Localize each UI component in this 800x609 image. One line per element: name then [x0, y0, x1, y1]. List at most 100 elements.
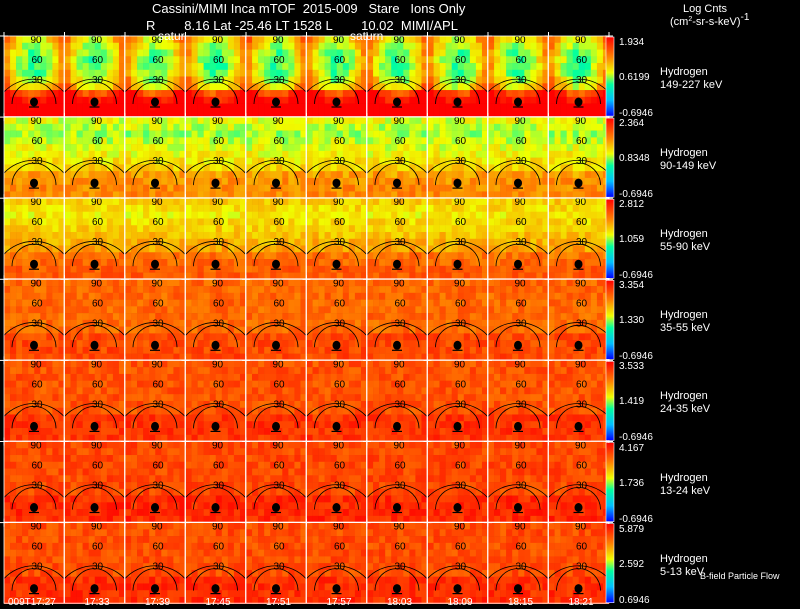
plot-title: Cassini/MIMI Inca mTOF 2015-009 Stare Io… [152, 1, 466, 16]
colorbar-mid-value: 1.419 [619, 396, 645, 408]
units-title: Log Cnts [683, 3, 728, 15]
saturn-icon [514, 421, 522, 431]
angle-label: 90 [30, 522, 42, 533]
saturn-icon [514, 178, 522, 188]
ena-image-cell: 90 60 30 [245, 197, 307, 280]
saturn-icon [574, 259, 583, 269]
angle-label: 60 [455, 55, 467, 66]
angle-label: 30 [515, 75, 527, 86]
saturn-icon [272, 584, 280, 594]
angle-label: 30 [152, 156, 164, 167]
saturn-icon [332, 259, 341, 269]
angle-label: 90 [575, 35, 587, 46]
angle-label: 90 [333, 278, 345, 289]
angle-label: 60 [273, 298, 285, 309]
angle-label: 30 [31, 562, 43, 573]
angle-label: 90 [30, 197, 42, 208]
angle-label: 90 [514, 278, 526, 289]
ena-image-cell: 90 60 30 [548, 522, 610, 605]
colorbar-min-value: 0.6946 [619, 594, 650, 606]
units-label: (cm2-sr-s-keV)-1 [670, 12, 750, 28]
species-name: Hydrogen [660, 147, 708, 160]
saturn-icon [574, 340, 583, 350]
ena-image-cell: 90 60 30 [245, 522, 307, 605]
saturn-marker-label-2: saturn [350, 29, 384, 43]
saturn-icon [272, 340, 280, 350]
angle-label: 60 [576, 542, 588, 553]
saturn-icon [211, 97, 220, 107]
colorbar-max-value: 1.934 [619, 37, 645, 48]
species-name: Hydrogen [660, 66, 708, 78]
time-tick-label: 18:09 [447, 597, 473, 608]
saturn-icon [90, 584, 99, 594]
angle-label: 30 [152, 562, 164, 573]
ena-image-cell: 90 60 30 [487, 116, 549, 199]
angle-label: 60 [213, 217, 225, 228]
angle-label: 90 [575, 441, 587, 452]
angle-label: 60 [213, 55, 225, 66]
angle-label: 90 [91, 441, 103, 452]
saturn-icon [90, 340, 99, 350]
ena-image-cell: 90 60 30 [3, 116, 65, 199]
angle-label: 60 [213, 379, 225, 390]
saturn-icon [90, 421, 99, 431]
colorbar-mid-value: 1.736 [619, 477, 645, 489]
channel-label: Hydrogen 149-227 keV [660, 66, 722, 92]
angle-label: 90 [393, 278, 405, 289]
angle-label: 90 [91, 197, 103, 208]
angle-label: 30 [31, 75, 43, 86]
angle-label: 30 [92, 399, 104, 410]
ena-image-cell: 90 60 30 [427, 35, 489, 118]
angle-label: 60 [455, 298, 467, 309]
angle-label: 30 [213, 399, 225, 410]
angle-label: 60 [515, 55, 527, 66]
angle-label: 60 [334, 136, 346, 147]
angle-label: 30 [334, 75, 346, 86]
ena-image-cell: 90 60 30 [185, 35, 247, 118]
angle-label: 60 [213, 542, 225, 553]
energy-range: 55-90 keV [660, 241, 711, 254]
angle-label: 90 [272, 278, 284, 289]
saturn-icon [211, 178, 220, 188]
ena-image-cell: 90 60 30 [245, 441, 307, 523]
ena-image-cell: 90 60 30 [306, 359, 368, 442]
angle-label: 90 [212, 359, 224, 370]
angle-label: 90 [575, 359, 587, 370]
saturn-icon [90, 97, 99, 107]
angle-label: 60 [152, 461, 164, 472]
angle-label: 90 [454, 522, 466, 533]
angle-label: 90 [151, 278, 163, 289]
ena-image-cell: 90 60 30 [487, 441, 549, 523]
saturn-icon [514, 97, 522, 107]
angle-label: 60 [92, 298, 104, 309]
angle-label: 30 [152, 481, 164, 492]
colorbar-min-value: -0.6946 [619, 432, 653, 444]
angle-label: 90 [212, 116, 224, 127]
saturn-icon [393, 421, 401, 431]
colorbar-max-value: 5.879 [619, 523, 645, 535]
angle-label: 60 [515, 542, 527, 553]
angle-label: 90 [333, 35, 345, 46]
ena-image-cell: 90 60 30 [124, 197, 186, 280]
angle-label: 60 [455, 136, 467, 147]
energy-range: 149-227 keV [660, 79, 723, 91]
ena-image-cell: 90 60 30 [245, 359, 307, 442]
angle-label: 30 [455, 318, 467, 329]
saturn-icon [211, 340, 220, 350]
ena-image-cell: 90 60 30 [487, 35, 549, 118]
ena-image-cell: 90 60 30 [548, 441, 610, 523]
angle-label: 30 [334, 156, 346, 167]
saturn-icon [211, 259, 220, 269]
ena-image-cell: 90 60 30 [64, 278, 126, 361]
ena-image-cell: 90 60 30 [3, 278, 65, 361]
angle-label: 60 [92, 55, 104, 66]
species-name: Hydrogen [660, 309, 708, 322]
colorbar-mid-value: 0.8348 [619, 153, 650, 165]
ena-image-cell: 90 60 30 [366, 522, 428, 605]
saturn-icon [393, 340, 401, 350]
ena-image-cell: 90 60 30 [548, 359, 610, 442]
ena-image-cell: 90 60 30 [124, 441, 186, 523]
saturn-icon [151, 259, 159, 269]
channel-label: Hydrogen 55-90 keV [660, 228, 710, 254]
angle-label: 60 [31, 461, 43, 472]
